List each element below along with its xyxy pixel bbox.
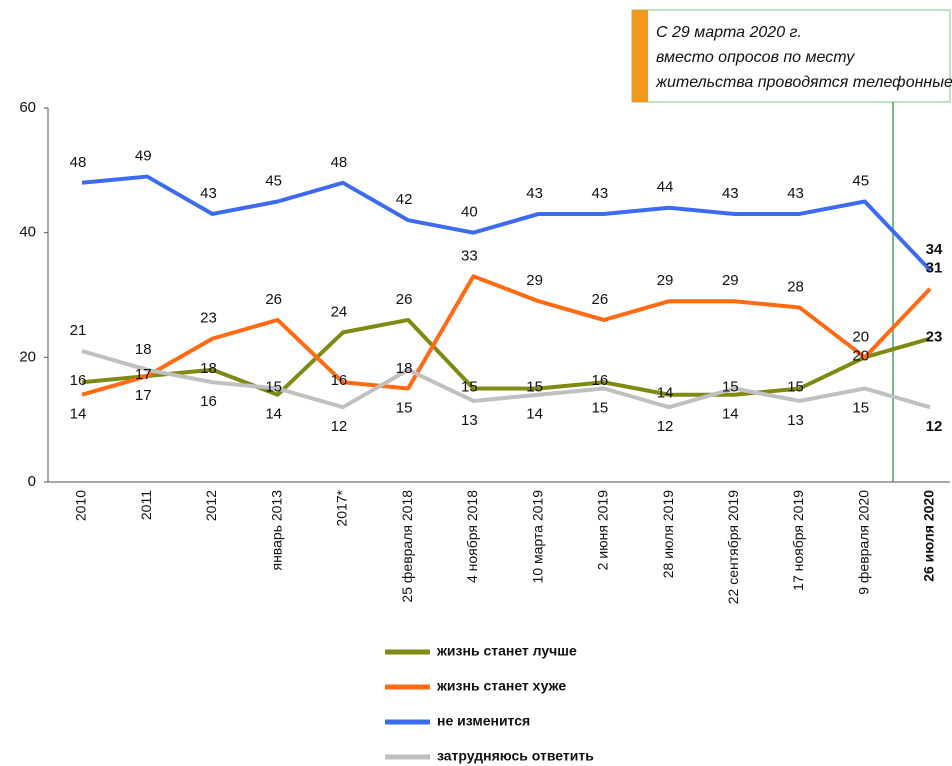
data-label: 23 <box>926 329 943 346</box>
data-label: 20 <box>852 328 869 345</box>
data-label: 14 <box>526 406 543 423</box>
series-line <box>81 174 932 272</box>
x-tick-label: 2010 <box>73 490 89 521</box>
data-label: 21 <box>70 322 87 339</box>
x-tick-label: 22 сентября 2019 <box>725 490 741 604</box>
data-label: 42 <box>396 191 413 208</box>
legend-label: затрудняюсь ответить <box>437 748 594 764</box>
data-label: 12 <box>657 418 674 435</box>
data-label: 16 <box>70 372 87 389</box>
annotation-box <box>631 9 951 103</box>
legend-label: жизнь станет хуже <box>436 678 566 694</box>
x-tick-label: 9 февраля 2020 <box>855 490 871 595</box>
data-label: 26 <box>396 291 413 308</box>
data-label: 14 <box>722 406 739 423</box>
x-tick-label: 26 июля 2020 <box>921 490 937 582</box>
data-label: 26 <box>592 291 609 308</box>
data-label: 16 <box>331 372 348 389</box>
data-label: 14 <box>657 385 674 402</box>
data-label: 16 <box>200 393 217 410</box>
x-tick-label: 28 июля 2019 <box>660 490 676 578</box>
data-label: 20 <box>852 347 869 364</box>
series-line <box>81 349 931 410</box>
data-label: 48 <box>70 154 87 171</box>
data-label: 33 <box>461 247 478 264</box>
data-label: 49 <box>135 148 152 165</box>
x-tick-label: 4 ноября 2018 <box>464 490 480 583</box>
y-tick-label: 40 <box>19 224 36 241</box>
x-tick-label: 2017* <box>334 489 350 526</box>
data-label: 43 <box>592 185 609 202</box>
legend-label: жизнь станет лучше <box>436 643 577 659</box>
data-label: 15 <box>265 378 282 395</box>
data-label: 24 <box>331 303 348 320</box>
data-label: 14 <box>265 406 282 423</box>
data-label: 28 <box>787 278 804 295</box>
data-label: 29 <box>722 272 739 289</box>
data-label: 48 <box>331 154 348 171</box>
data-label: 15 <box>592 399 609 416</box>
y-tick-label: 20 <box>19 348 36 365</box>
data-label: 23 <box>200 310 217 327</box>
annotation-accent <box>632 10 648 102</box>
data-label: 18 <box>135 341 152 358</box>
x-tick-label: 10 марта 2019 <box>529 490 545 584</box>
data-label: 15 <box>852 399 869 416</box>
x-tick-label: 2011 <box>138 490 154 520</box>
data-label: 18 <box>200 360 217 377</box>
data-label: 43 <box>787 185 804 202</box>
data-label: 40 <box>461 204 478 221</box>
data-label: 14 <box>70 406 87 423</box>
data-label: 15 <box>787 378 804 395</box>
data-label: 12 <box>331 418 348 435</box>
data-label: 17 <box>135 387 152 404</box>
data-label: 43 <box>722 185 739 202</box>
data-label: 15 <box>396 399 413 416</box>
legend-label: не изменится <box>437 713 530 729</box>
series-line <box>81 317 931 397</box>
data-label: 45 <box>265 172 282 189</box>
annotation: С 29 марта 2020 г. вместо опросов по мест… <box>655 24 952 91</box>
data-label: 43 <box>526 185 543 202</box>
data-label: 12 <box>926 418 943 435</box>
x-tick-label: 17 ноября 2019 <box>790 490 806 591</box>
data-label: 34 <box>926 241 943 258</box>
data-label: 44 <box>657 179 674 196</box>
x-tick-label: 2012 <box>203 490 219 521</box>
data-label: 29 <box>657 272 674 289</box>
x-tick-label: 25 февраля 2018 <box>399 490 415 603</box>
data-label: 26 <box>265 291 282 308</box>
series-line <box>81 274 932 397</box>
data-label: 29 <box>526 272 543 289</box>
data-label: 16 <box>592 372 609 389</box>
data-label: 13 <box>787 412 804 429</box>
y-tick-label: 0 <box>28 473 36 490</box>
data-label: 45 <box>852 172 869 189</box>
data-label: 18 <box>396 360 413 377</box>
data-label: 13 <box>461 412 478 429</box>
x-tick-label: 2 июня 2019 <box>595 490 611 571</box>
x-tick-label: январь 2013 <box>268 490 284 571</box>
data-label: 15 <box>461 378 478 395</box>
data-label: 15 <box>722 378 739 395</box>
data-label: 17 <box>135 366 152 383</box>
data-label: 31 <box>926 260 943 277</box>
data-label: 15 <box>526 378 543 395</box>
y-tick-label: 60 <box>19 99 36 116</box>
data-label: 43 <box>200 185 217 202</box>
